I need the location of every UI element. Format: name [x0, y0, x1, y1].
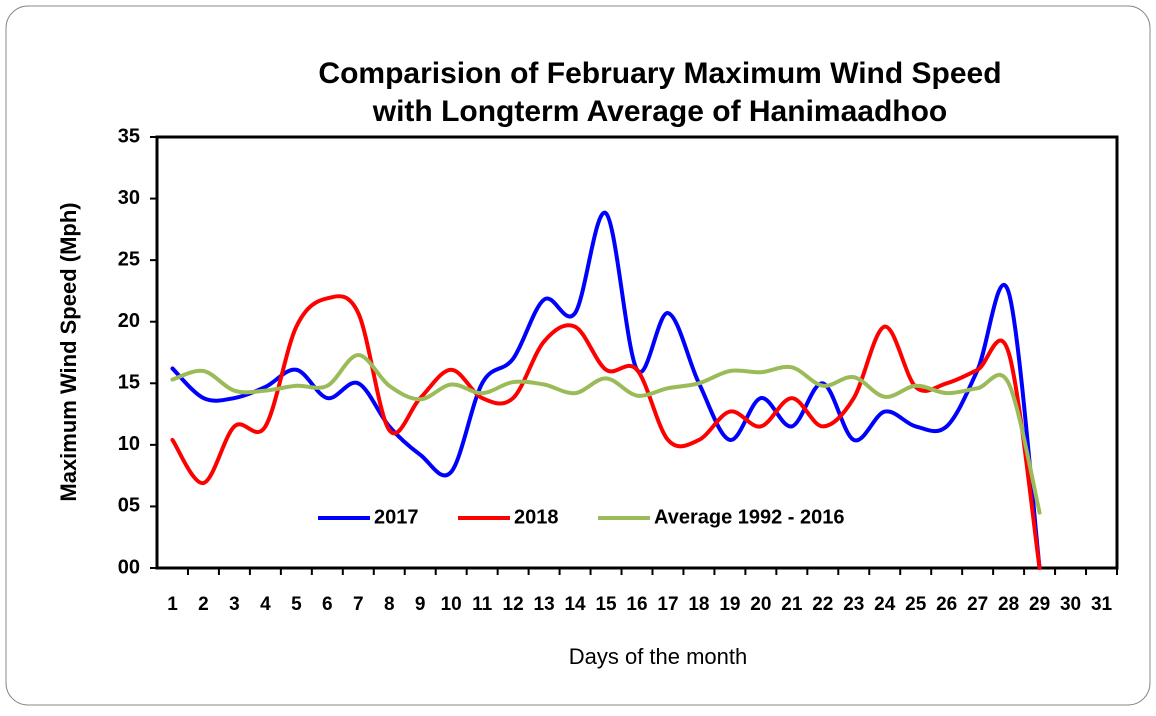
y-tick-label: 00 [118, 556, 140, 578]
legend-label: Average 1992 - 2016 [654, 506, 845, 528]
y-tick-label: 25 [118, 248, 140, 270]
y-tick-label: 30 [118, 187, 140, 209]
x-tick-label: 3 [229, 594, 240, 615]
plot-area [155, 135, 1119, 570]
x-tick-label: 21 [781, 594, 803, 615]
x-tick-label: 16 [626, 594, 647, 615]
chart-title: Comparision of February Maximum Wind Spe… [318, 57, 1001, 90]
x-axis-label: Days of the month [569, 644, 748, 669]
x-tick-label: 29 [1029, 594, 1050, 615]
x-tick-label: 1 [167, 594, 178, 615]
x-tick-label: 8 [384, 594, 395, 615]
legend-label: 2017 [374, 506, 419, 528]
series-line [170, 211, 1042, 570]
x-tick-label: 10 [441, 594, 462, 615]
x-tick-label: 30 [1060, 594, 1081, 615]
x-tick-label: 25 [905, 594, 927, 615]
x-tick-label: 26 [936, 594, 957, 615]
x-tick-label: 28 [998, 594, 1019, 615]
x-tick-label: 11 [472, 594, 493, 615]
y-tick-label: 20 [118, 310, 140, 332]
y-axis-label: Maximum Wind Speed (Mph) [56, 202, 81, 501]
x-tick-label: 20 [750, 594, 771, 615]
chart-title: with Longterm Average of Hanimaadhoo [372, 95, 948, 128]
x-tick-label: 31 [1091, 594, 1113, 615]
x-tick-label: 22 [812, 594, 833, 615]
x-tick-label: 24 [874, 594, 896, 615]
x-tick-label: 2 [198, 594, 209, 615]
x-tick-label: 23 [843, 594, 864, 615]
x-tick-label: 7 [353, 594, 364, 615]
x-tick-label: 5 [291, 594, 302, 615]
x-tick-label: 4 [260, 594, 271, 615]
x-tick-label: 12 [503, 594, 524, 615]
x-tick-label: 19 [719, 594, 740, 615]
legend-label: 2018 [514, 506, 559, 528]
x-tick-label: 9 [415, 594, 426, 615]
x-tick-label: 15 [595, 594, 617, 615]
x-tick-label: 14 [564, 594, 586, 615]
x-tick-label: 18 [688, 594, 709, 615]
x-tick-label: 27 [967, 594, 988, 615]
y-tick-label: 35 [118, 125, 140, 147]
x-tick-label: 13 [534, 594, 555, 615]
x-tick-label: 6 [322, 594, 333, 615]
y-tick-label: 15 [118, 372, 140, 394]
series-line [170, 352, 1042, 515]
frame [5, 5, 1151, 706]
y-tick-label: 05 [118, 495, 140, 517]
y-tick-label: 10 [118, 433, 140, 455]
x-tick-label: 17 [657, 594, 678, 615]
